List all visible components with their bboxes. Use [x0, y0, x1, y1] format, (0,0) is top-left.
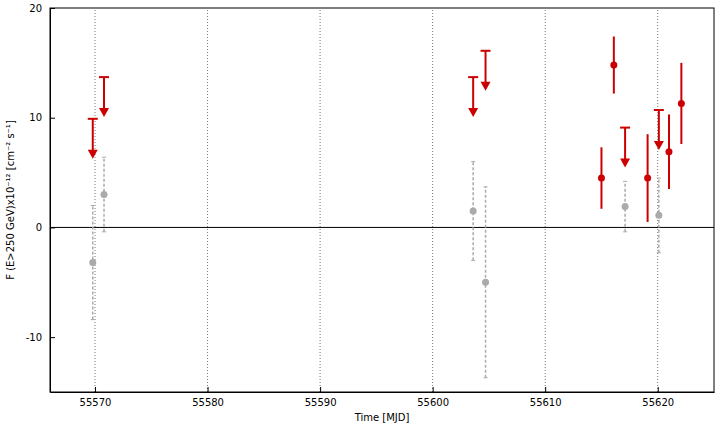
- x-tick: 55580: [192, 387, 224, 408]
- error-cap: [623, 181, 627, 182]
- grid-line: [657, 8, 658, 392]
- y-tick-mark: [50, 8, 55, 9]
- x-axis: 55570 55580 55590 55600 55610 55620: [51, 387, 715, 408]
- plot-frame: [50, 8, 714, 392]
- error-cap: [484, 377, 488, 378]
- data-point: [644, 175, 651, 182]
- x-tick: 55620: [642, 387, 674, 408]
- error-cap: [471, 161, 475, 162]
- upper-limit-stem: [624, 128, 626, 162]
- x-tick-label: 55570: [80, 397, 112, 408]
- upper-limit: [99, 77, 109, 117]
- upper-limit: [88, 119, 98, 159]
- x-tick-mark: [320, 387, 321, 392]
- reference-line: [50, 227, 714, 228]
- x-tick-label: 55590: [305, 397, 337, 408]
- error-cap: [102, 231, 106, 232]
- grid-line: [545, 8, 546, 392]
- x-tick: 55610: [530, 387, 562, 408]
- x-tick-mark: [545, 387, 546, 392]
- grid-line: [320, 8, 321, 392]
- y-tick-label: 0: [36, 222, 42, 233]
- y-tick-mark: [50, 337, 55, 338]
- y-tick-label: 20: [29, 3, 42, 14]
- y-tick: 0: [36, 222, 55, 233]
- x-axis-title: Time [MJD]: [354, 412, 410, 423]
- data-point: [598, 175, 605, 182]
- x-tick-mark: [95, 387, 96, 392]
- y-axis: -10 0 10 20: [26, 3, 55, 393]
- data-point: [655, 212, 662, 219]
- series: [88, 51, 664, 168]
- grid-line: [95, 8, 96, 392]
- y-tick-mark: [50, 118, 55, 119]
- data-point: [665, 148, 672, 155]
- x-tick-label: 55580: [192, 397, 224, 408]
- upper-limit-stem: [92, 119, 94, 153]
- y-tick: 20: [29, 3, 55, 14]
- upper-limit-arrowhead: [481, 82, 491, 91]
- error-cap: [102, 157, 106, 158]
- x-tick-mark: [658, 387, 659, 392]
- upper-limit-stem: [658, 110, 660, 144]
- upper-limit: [620, 128, 630, 168]
- grid-line: [432, 8, 433, 392]
- y-tick-label: 10: [29, 112, 42, 123]
- x-tick: 55600: [417, 387, 449, 408]
- series: [598, 37, 685, 222]
- data-point: [470, 207, 477, 214]
- data-point: [622, 203, 629, 210]
- upper-limit: [654, 110, 664, 150]
- y-tick: -10: [26, 332, 55, 343]
- plot-area: [50, 37, 714, 378]
- upper-limit-arrowhead: [99, 108, 109, 117]
- upper-limit: [481, 51, 491, 91]
- x-axis-line: [51, 392, 715, 393]
- chart: 55570 55580 55590 55600 55610 55620 -10 0 10 20 Ti…: [0, 0, 722, 424]
- x-tick-label: 55610: [530, 397, 562, 408]
- upper-limit-arrowhead: [468, 108, 478, 117]
- x-tick: 55570: [80, 387, 112, 408]
- upper-limit-stem: [103, 77, 105, 111]
- x-tick: 55590: [305, 387, 337, 408]
- error-cap: [623, 231, 627, 232]
- series: [89, 157, 662, 378]
- upper-limit-arrowhead: [88, 150, 98, 159]
- x-tick-label: 55620: [642, 397, 674, 408]
- data-point: [482, 279, 489, 286]
- data-point: [678, 100, 685, 107]
- grid: [95, 8, 658, 392]
- x-tick-mark: [433, 387, 434, 392]
- upper-limit-stem: [472, 77, 474, 111]
- error-cap: [91, 205, 95, 206]
- data-point: [610, 62, 617, 69]
- error-cap: [471, 260, 475, 261]
- grid-line: [207, 8, 208, 392]
- upper-limit-arrowhead: [654, 141, 664, 150]
- x-tick-mark: [208, 387, 209, 392]
- x-tick-label: 55600: [417, 397, 449, 408]
- upper-limit-stem: [485, 51, 487, 85]
- data-point: [101, 191, 108, 198]
- y-tick: 10: [29, 112, 55, 123]
- upper-limit: [468, 77, 478, 117]
- y-tick-label: -10: [26, 332, 42, 343]
- error-cap: [484, 186, 488, 187]
- data-point: [89, 259, 96, 266]
- error-cap: [91, 319, 95, 320]
- error-cap: [657, 178, 661, 179]
- error-cap: [657, 252, 661, 253]
- upper-limit-arrowhead: [620, 159, 630, 168]
- y-axis-title: F (E>250 GeV)x10⁻¹² [cm⁻² s⁻¹]: [5, 120, 16, 280]
- y-axis-line: [50, 9, 51, 393]
- y-tick-mark: [50, 227, 55, 228]
